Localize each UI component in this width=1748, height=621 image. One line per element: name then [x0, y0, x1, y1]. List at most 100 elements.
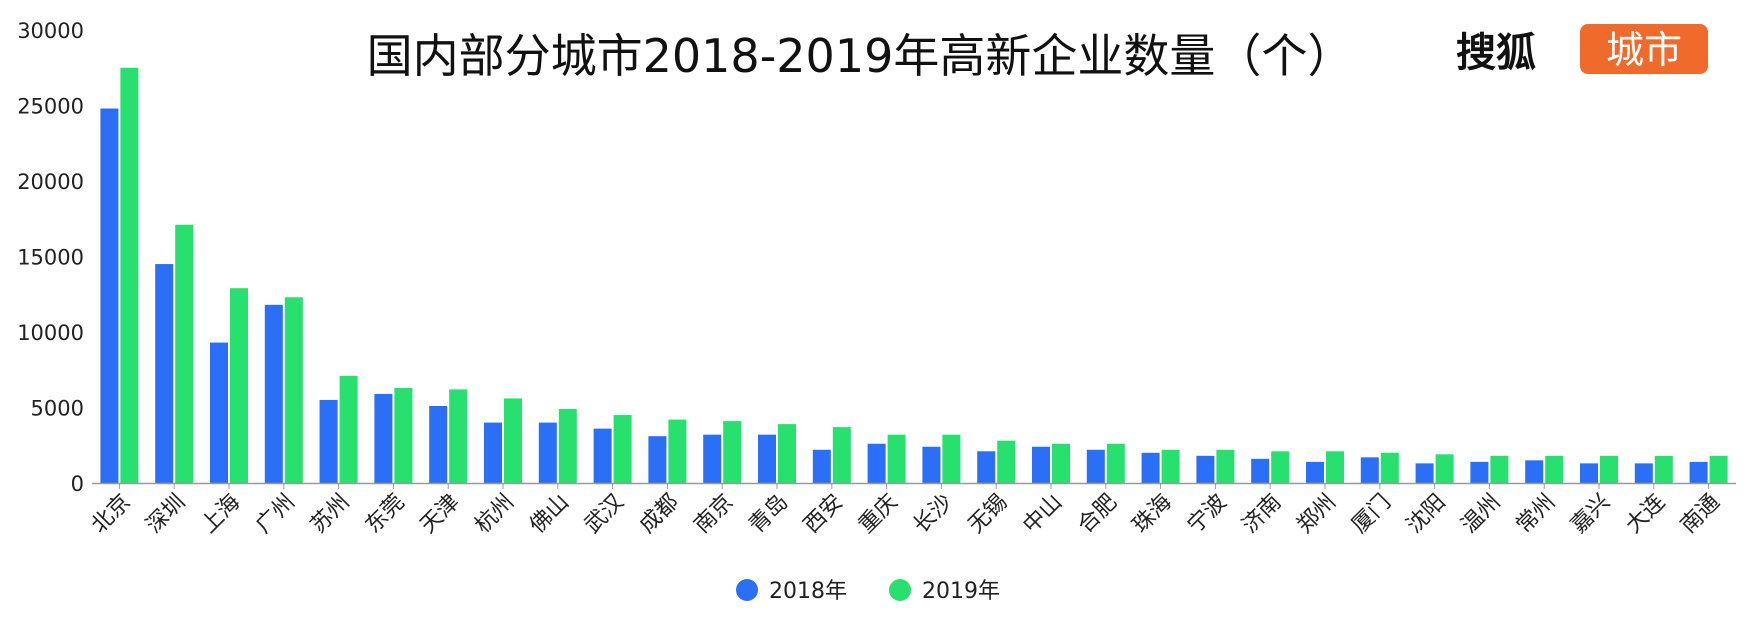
bar-2019 [339, 375, 358, 483]
bar-2019 [394, 387, 413, 483]
bar-2019 [723, 421, 742, 483]
x-category-label: 合肥 [1073, 490, 1122, 539]
chart-title: 国内部分城市2018-2019年高新企业数量（个） [367, 29, 1354, 83]
bar-2018 [1525, 460, 1544, 483]
y-tick-label: 20000 [17, 170, 84, 194]
y-tick-label: 30000 [17, 19, 84, 43]
x-axis: 北京 深圳 上海 广州 苏州 东莞 天津 杭州 佛山 武汉 成都 南京 青岛 西安 重庆 长沙 无锡 中山 合肥 珠海… [87, 482, 1736, 539]
bar-2019 [1326, 451, 1344, 483]
x-category-label: 西安 [799, 490, 848, 539]
bar-2018 [374, 393, 393, 483]
legend: 2018年 2019年 [736, 579, 1000, 604]
y-axis: 0 5000 10000 15000 20000 25000 30000 [17, 19, 84, 496]
bar-2019 [1600, 455, 1618, 483]
y-tick-label: 0 [71, 472, 84, 496]
bar-2019 [997, 440, 1016, 483]
legend-marker [736, 579, 758, 601]
x-category-label: 苏州 [306, 490, 355, 539]
y-tick-label: 10000 [17, 321, 84, 345]
bar-2019 [1216, 449, 1235, 483]
x-category-label: 天津 [416, 490, 465, 539]
bar-2019 [120, 67, 139, 483]
bar-2018 [1415, 463, 1434, 483]
y-tick-label: 25000 [17, 95, 84, 119]
x-category-label: 南通 [1676, 490, 1725, 539]
x-category-label: 常州 [1512, 490, 1561, 539]
bar-2018 [484, 422, 502, 483]
bar-2018 [1470, 461, 1489, 483]
bar-2019 [1106, 443, 1125, 483]
x-category-label: 沈阳 [1402, 490, 1451, 539]
bar-2018 [1689, 461, 1708, 483]
y-tick-label: 15000 [17, 246, 84, 270]
x-category-label: 嘉兴 [1566, 490, 1615, 539]
x-category-label: 厦门 [1347, 490, 1396, 539]
bar-2018 [264, 304, 283, 483]
legend-marker [889, 579, 911, 601]
x-category-label: 珠海 [1128, 490, 1177, 539]
sohu-city-logo: 搜狐 城市 [1456, 24, 1708, 76]
bar-2018 [1634, 463, 1653, 483]
bar-2019 [832, 427, 851, 483]
bar-2018 [155, 264, 174, 483]
bar-2018 [703, 434, 722, 483]
legend-item-2018[interactable]: 2018年 [736, 579, 847, 604]
x-category-label: 东莞 [361, 490, 410, 539]
x-category-label: 杭州 [470, 490, 519, 539]
x-category-label: 青岛 [744, 490, 793, 539]
bar-2018 [812, 449, 831, 483]
bar-2019 [1545, 455, 1564, 483]
x-category-label: 上海 [196, 490, 245, 539]
bars [100, 67, 1728, 484]
bar-2018 [922, 446, 941, 483]
bar-2018 [1032, 446, 1050, 483]
bar-2019 [175, 224, 194, 484]
x-category-label: 宁波 [1183, 490, 1232, 539]
bar-2018 [648, 436, 667, 483]
bar-2019 [942, 434, 961, 483]
x-category-label: 广州 [251, 490, 300, 539]
brand-badge-label: 城市 [1606, 28, 1682, 72]
x-category-label: 温州 [1457, 490, 1506, 539]
x-category-label: 重庆 [854, 490, 903, 539]
x-category-label: 佛山 [525, 490, 574, 539]
bar-2018 [977, 451, 996, 483]
bar-2019 [449, 389, 468, 483]
x-category-label: 南京 [690, 490, 739, 539]
bar-2018 [1086, 449, 1105, 483]
x-category-label: 大连 [1621, 490, 1670, 539]
bar-2019 [1271, 451, 1290, 483]
bar-2019 [1654, 455, 1673, 483]
bar-2018 [1306, 461, 1324, 483]
bar-2018 [210, 342, 228, 483]
bar-2019 [1709, 455, 1728, 483]
bar-2019 [230, 288, 248, 483]
bar-2019 [558, 409, 577, 483]
x-category-label: 深圳 [142, 490, 191, 539]
bar-2018 [100, 108, 119, 484]
legend-label: 2019年 [922, 579, 1000, 604]
bar-2019 [668, 419, 687, 483]
brand-badge [1580, 24, 1708, 74]
bar-2019 [778, 424, 796, 483]
x-category-label: 郑州 [1292, 490, 1341, 539]
y-tick-label: 5000 [31, 397, 84, 421]
bar-2019 [1052, 443, 1070, 483]
bar-2018 [593, 428, 612, 483]
bar-2018 [1141, 452, 1160, 483]
x-category-label: 济南 [1238, 490, 1287, 539]
bar-2018 [867, 443, 886, 483]
bar-2018 [1360, 457, 1379, 483]
bar-2018 [319, 399, 338, 483]
bar-2019 [1380, 452, 1399, 483]
bar-2019 [1435, 454, 1454, 483]
x-category-label: 无锡 [964, 490, 1013, 539]
x-category-label: 北京 [87, 490, 136, 539]
bar-2019 [887, 434, 906, 483]
legend-item-2019[interactable]: 2019年 [889, 579, 1000, 604]
bar-2018 [758, 434, 776, 483]
bar-2018 [1251, 458, 1270, 483]
bar-2019 [1161, 449, 1180, 483]
x-category-label: 成都 [635, 490, 684, 539]
